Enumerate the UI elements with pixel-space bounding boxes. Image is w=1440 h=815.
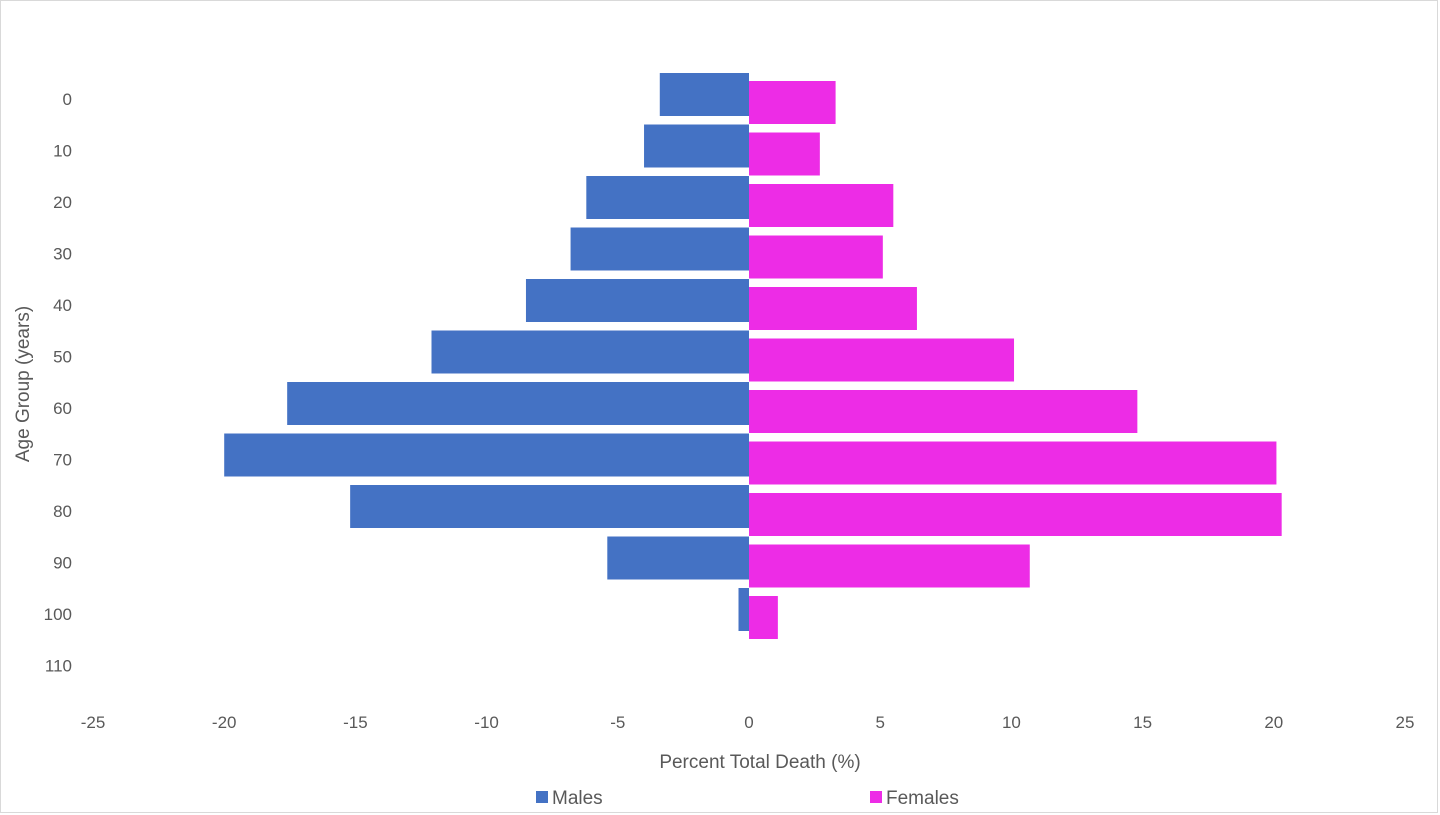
y-tick-label: 10 (53, 142, 72, 161)
y-tick-label: 20 (53, 193, 72, 212)
legend-label-females: Females (886, 788, 959, 809)
x-tick-label: -20 (212, 713, 237, 732)
bar-females-20 (749, 184, 894, 227)
bar-females-60 (749, 390, 1138, 433)
x-tick-label: 10 (1002, 713, 1021, 732)
x-tick-labels: -25 -20 -15 -10 -5 0 5 10 15 20 25 (81, 713, 1415, 732)
legend-swatch-males (536, 791, 548, 803)
y-tick-label: 40 (53, 296, 72, 315)
bar-females-80 (749, 493, 1282, 536)
y-tick-label: 80 (53, 502, 72, 521)
y-tick-labels: 0 10 20 30 40 50 60 70 80 90 100 110 (44, 90, 72, 676)
bars-layer (224, 73, 1282, 639)
bar-males-20 (586, 176, 749, 219)
bar-males-100 (738, 588, 749, 631)
bar-females-100 (749, 596, 778, 639)
bar-females-10 (749, 132, 820, 176)
x-axis-title: Percent Total Death (%) (659, 752, 860, 773)
bar-males-30 (570, 227, 749, 271)
bar-males-50 (431, 330, 749, 374)
x-tick-label: -25 (81, 713, 106, 732)
y-tick-label: 50 (53, 348, 72, 367)
y-tick-label: 60 (53, 399, 72, 418)
bar-males-40 (525, 279, 749, 322)
x-tick-label: 0 (744, 713, 753, 732)
y-tick-label: 30 (53, 245, 72, 264)
legend: Males Females (536, 788, 959, 809)
bar-males-60 (287, 382, 749, 425)
x-tick-label: 5 (875, 713, 884, 732)
bar-females-50 (749, 338, 1015, 382)
y-tick-label: 100 (44, 605, 72, 624)
bar-males-0 (659, 73, 749, 116)
y-tick-label: 90 (53, 554, 72, 573)
legend-swatch-females (870, 791, 882, 803)
bar-females-0 (749, 81, 836, 124)
y-tick-label: 0 (63, 90, 72, 109)
x-tick-label: -10 (474, 713, 499, 732)
bar-females-70 (749, 441, 1277, 485)
x-tick-label: -5 (610, 713, 625, 732)
bar-males-70 (224, 433, 749, 477)
bar-females-90 (749, 544, 1030, 588)
y-axis-title: Age Group (years) (13, 306, 34, 462)
x-tick-label: 20 (1264, 713, 1283, 732)
x-tick-label: 25 (1396, 713, 1415, 732)
x-tick-label: 15 (1133, 713, 1152, 732)
y-tick-label: 70 (53, 451, 72, 470)
legend-label-males: Males (552, 788, 603, 809)
bar-females-30 (749, 235, 883, 279)
x-tick-label: -15 (343, 713, 368, 732)
bar-males-10 (644, 124, 749, 168)
bar-females-40 (749, 287, 917, 330)
bar-males-80 (350, 485, 749, 528)
y-tick-label: 110 (45, 657, 72, 676)
bar-males-90 (607, 536, 749, 580)
